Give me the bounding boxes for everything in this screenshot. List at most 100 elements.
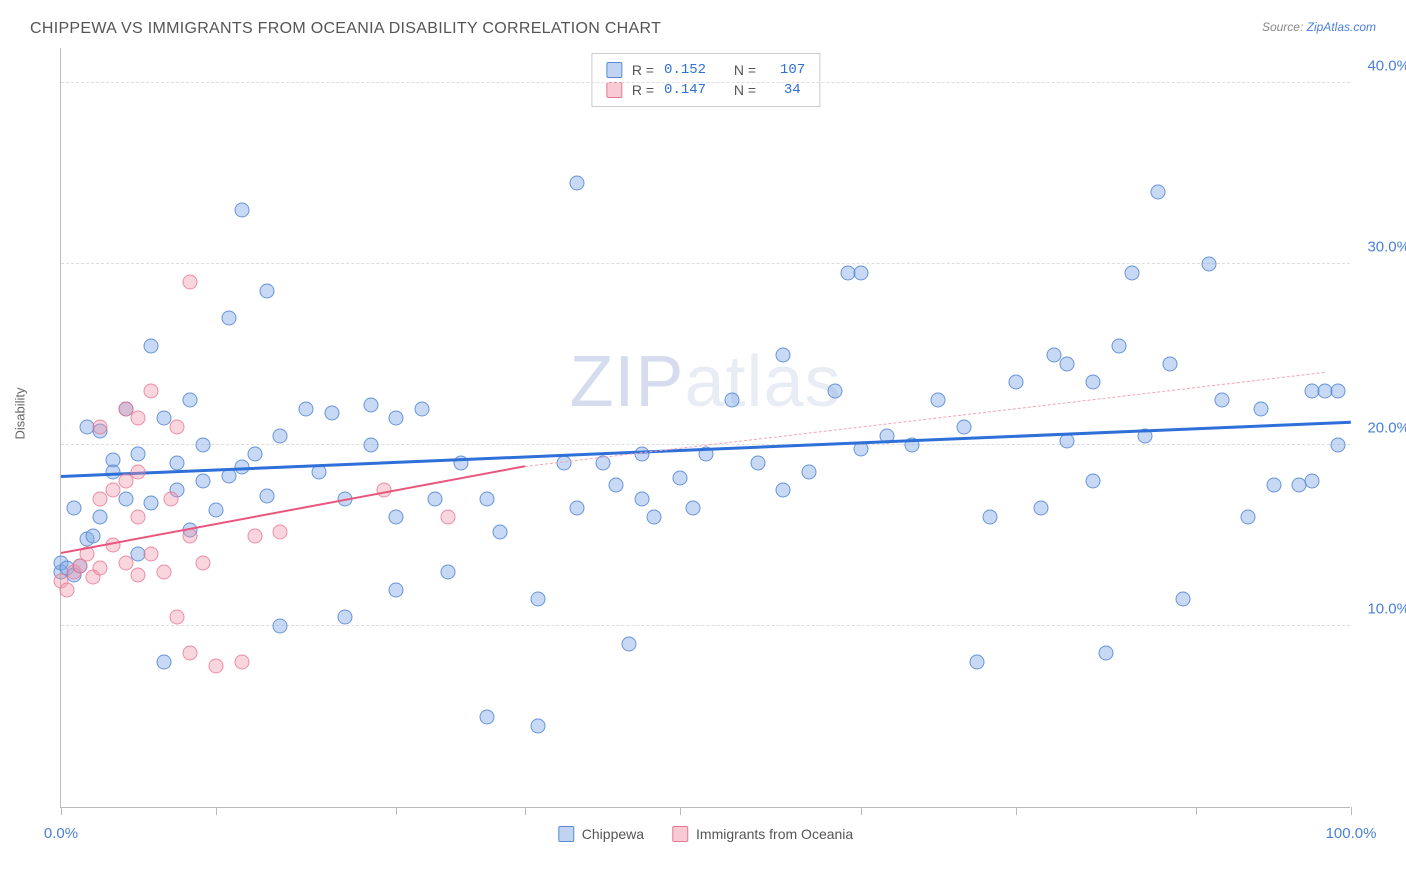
data-point xyxy=(208,658,223,673)
data-point xyxy=(118,492,133,507)
data-point xyxy=(1215,392,1230,407)
data-point xyxy=(1150,184,1165,199)
data-point xyxy=(724,392,739,407)
x-tick xyxy=(396,807,397,815)
data-point xyxy=(234,655,249,670)
data-point xyxy=(608,477,623,492)
y-tick-label: 30.0% xyxy=(1367,239,1406,256)
data-point xyxy=(92,510,107,525)
data-point xyxy=(183,646,198,661)
data-point xyxy=(363,438,378,453)
data-point xyxy=(428,492,443,507)
gridline xyxy=(61,625,1350,626)
gridline xyxy=(61,82,1350,83)
y-tick-label: 10.0% xyxy=(1367,601,1406,618)
x-tick-label: 100.0% xyxy=(1326,825,1377,842)
data-point xyxy=(195,438,210,453)
data-point xyxy=(634,492,649,507)
swatch-pink-icon xyxy=(606,82,622,98)
data-point xyxy=(441,564,456,579)
data-point xyxy=(1266,477,1281,492)
data-point xyxy=(131,447,146,462)
swatch-pink-icon xyxy=(672,826,688,842)
data-point xyxy=(415,401,430,416)
data-point xyxy=(86,528,101,543)
data-point xyxy=(183,392,198,407)
data-point xyxy=(208,503,223,518)
data-point xyxy=(750,456,765,471)
data-point xyxy=(1086,474,1101,489)
data-point xyxy=(131,568,146,583)
x-tick xyxy=(216,807,217,815)
data-point xyxy=(157,564,172,579)
data-point xyxy=(776,347,791,362)
trend-line xyxy=(525,372,1325,467)
data-point xyxy=(673,470,688,485)
data-point xyxy=(170,610,185,625)
data-point xyxy=(1202,257,1217,272)
y-tick-label: 20.0% xyxy=(1367,420,1406,437)
data-point xyxy=(363,398,378,413)
data-point xyxy=(157,655,172,670)
data-point xyxy=(234,202,249,217)
data-point xyxy=(92,492,107,507)
data-point xyxy=(570,175,585,190)
data-point xyxy=(247,528,262,543)
source-link[interactable]: ZipAtlas.com xyxy=(1307,20,1376,34)
data-point xyxy=(247,447,262,462)
data-point xyxy=(1331,438,1346,453)
x-tick xyxy=(1351,807,1352,815)
data-point xyxy=(802,465,817,480)
data-point xyxy=(324,405,339,420)
data-point xyxy=(1034,501,1049,516)
data-point xyxy=(118,555,133,570)
data-point xyxy=(531,718,546,733)
data-point xyxy=(170,456,185,471)
gridline xyxy=(61,263,1350,264)
data-point xyxy=(131,465,146,480)
stats-box: R =0.152 N = 107 R =0.147 N = 34 xyxy=(591,53,820,107)
data-point xyxy=(337,610,352,625)
data-point xyxy=(853,266,868,281)
watermark: ZIPatlas xyxy=(569,341,841,423)
data-point xyxy=(982,510,997,525)
x-tick xyxy=(1016,807,1017,815)
data-point xyxy=(60,582,75,597)
data-point xyxy=(144,338,159,353)
data-point xyxy=(1098,646,1113,661)
data-point xyxy=(131,510,146,525)
data-point xyxy=(1086,374,1101,389)
swatch-blue-icon xyxy=(558,826,574,842)
data-point xyxy=(195,474,210,489)
data-point xyxy=(1008,374,1023,389)
y-axis-label: Disability xyxy=(13,387,28,439)
data-point xyxy=(1124,266,1139,281)
data-point xyxy=(105,483,120,498)
data-point xyxy=(221,311,236,326)
data-point xyxy=(144,496,159,511)
data-point xyxy=(92,420,107,435)
chart-title: CHIPPEWA VS IMMIGRANTS FROM OCEANIA DISA… xyxy=(30,20,661,38)
data-point xyxy=(776,483,791,498)
bottom-legend: Chippewa Immigrants from Oceania xyxy=(558,826,853,842)
data-point xyxy=(144,546,159,561)
data-point xyxy=(260,488,275,503)
data-point xyxy=(1163,356,1178,371)
legend-item-oceania: Immigrants from Oceania xyxy=(672,826,853,842)
data-point xyxy=(170,420,185,435)
data-point xyxy=(195,555,210,570)
data-point xyxy=(260,284,275,299)
x-tick xyxy=(61,807,62,815)
x-tick-label: 0.0% xyxy=(44,825,78,842)
data-point xyxy=(1060,434,1075,449)
data-point xyxy=(299,401,314,416)
data-point xyxy=(163,492,178,507)
data-point xyxy=(389,510,404,525)
data-point xyxy=(492,524,507,539)
data-point xyxy=(1240,510,1255,525)
data-point xyxy=(144,383,159,398)
data-point xyxy=(1060,356,1075,371)
data-point xyxy=(1253,401,1268,416)
data-point xyxy=(1176,591,1191,606)
y-tick-label: 40.0% xyxy=(1367,58,1406,75)
